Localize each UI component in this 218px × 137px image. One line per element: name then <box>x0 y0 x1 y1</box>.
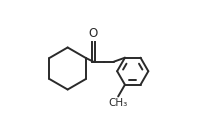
Text: CH₃: CH₃ <box>109 98 128 108</box>
Text: O: O <box>89 27 98 40</box>
